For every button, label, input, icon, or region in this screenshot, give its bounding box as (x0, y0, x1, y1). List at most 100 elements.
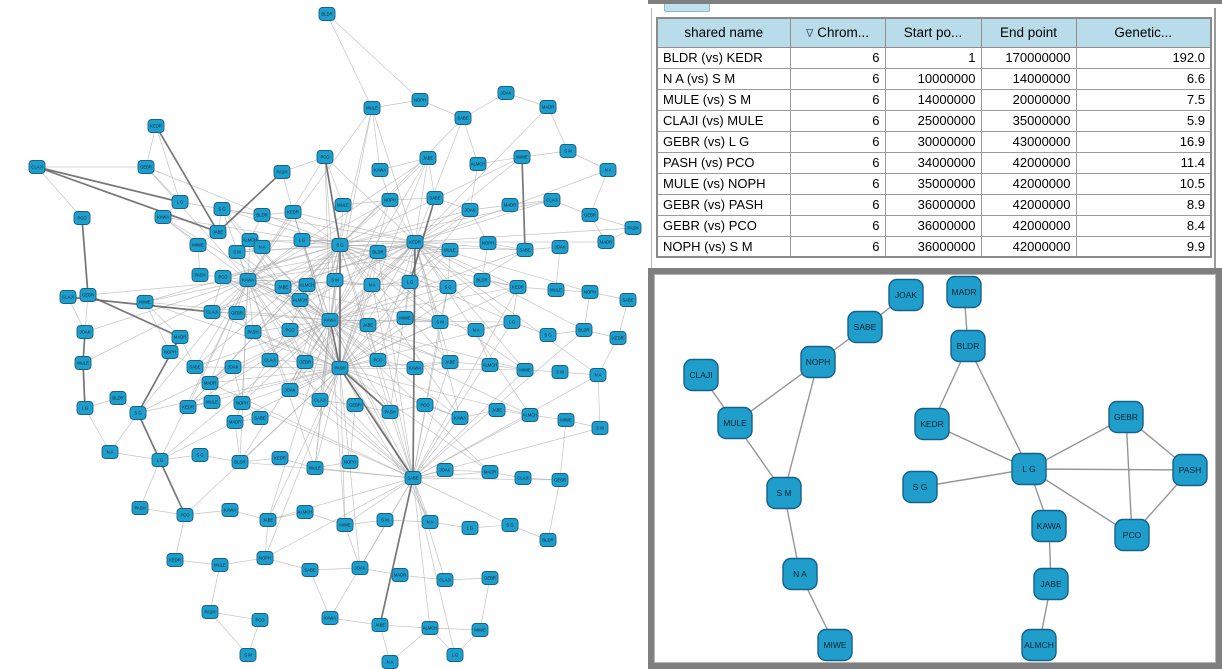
network-node[interactable]: MIWE (557, 413, 575, 427)
network-node[interactable]: KEDR (271, 451, 289, 465)
cell-value[interactable]: 20000000 (980, 88, 1077, 111)
cell-value[interactable]: 43000000 (980, 130, 1077, 153)
cell-shared-name[interactable]: BLDR (vs) KEDR (656, 46, 791, 69)
cell-value[interactable]: 10000000 (884, 67, 982, 90)
network-node[interactable]: S M (766, 476, 802, 510)
network-node[interactable]: N A (599, 163, 617, 177)
network-node[interactable]: PASH (331, 361, 349, 375)
column-header-1[interactable]: ∇ Chrom... (789, 17, 886, 48)
network-node[interactable]: MADR (597, 235, 615, 249)
network-node[interactable]: KEDR (284, 205, 302, 219)
cell-value[interactable]: 9.9 (1075, 235, 1212, 258)
column-header-0[interactable]: shared name (656, 17, 791, 48)
network-node[interactable]: GEBR (581, 208, 599, 222)
cell-value[interactable]: 42000000 (980, 193, 1077, 216)
table-row[interactable]: CLAJI (vs) MULE 6 25000000 35000000 5.9 (656, 109, 1212, 132)
network-node[interactable]: KEDR (609, 331, 627, 345)
cell-shared-name[interactable]: MULE (vs) S M (656, 88, 791, 111)
network-node[interactable]: GEBR (1108, 400, 1144, 434)
network-edge[interactable] (967, 345, 1030, 470)
network-node[interactable]: PCO (281, 323, 299, 337)
network-node[interactable]: BLDR (109, 391, 127, 405)
network-node[interactable]: KEDR (509, 280, 527, 294)
network-node[interactable]: ALMCH (1021, 628, 1057, 662)
network-node[interactable]: PASH (1172, 453, 1208, 487)
cell-value[interactable]: 6 (789, 214, 886, 237)
network-node[interactable]: MADR (391, 568, 409, 582)
cell-value[interactable]: 6 (789, 46, 886, 69)
network-node[interactable]: NOPH (341, 455, 359, 469)
network-node[interactable]: KAWA (239, 273, 257, 287)
subnetwork-canvas[interactable]: JOAK MADR SABE BLDR NOPH CLAJI MULE KEDR GEBR L G… (655, 275, 1216, 663)
network-node[interactable]: BLDR (253, 208, 271, 222)
network-node[interactable]: MULE (717, 406, 753, 440)
cell-value[interactable]: 5.9 (1075, 109, 1212, 132)
network-node[interactable]: L G (171, 195, 189, 209)
cell-value[interactable]: 1 (884, 46, 982, 69)
network-node[interactable]: CLAJI (59, 290, 77, 304)
network-node[interactable]: L G (503, 315, 521, 329)
network-node[interactable]: L G (401, 275, 419, 289)
network-node[interactable]: CLAJI (683, 358, 719, 392)
network-node[interactable]: KEDR (914, 407, 950, 441)
cell-value[interactable]: 6 (789, 130, 886, 153)
network-node[interactable]: ALMCH (291, 293, 309, 307)
cell-value[interactable]: 6 (789, 67, 886, 90)
network-node[interactable]: PASH (201, 605, 219, 619)
network-node[interactable]: MULE (334, 198, 352, 212)
network-node[interactable]: PCO (316, 150, 334, 164)
network-node[interactable]: NOPH (411, 93, 429, 107)
network-node[interactable]: ALMCH (421, 621, 439, 635)
cell-value[interactable]: 34000000 (884, 151, 982, 174)
network-node[interactable]: L G (446, 648, 464, 662)
network-node[interactable]: JABE (209, 225, 227, 239)
network-node[interactable]: BLDR (950, 329, 986, 363)
table-row[interactable]: GEBR (vs) PASH 6 36000000 42000000 8.9 (656, 193, 1212, 216)
network-node[interactable]: JABE (1033, 567, 1069, 601)
cell-value[interactable]: 36000000 (884, 214, 982, 237)
network-node[interactable]: S M (591, 421, 609, 435)
network-node[interactable]: L G (461, 521, 479, 535)
network-node[interactable]: N A (421, 515, 439, 529)
cell-shared-name[interactable]: GEBR (vs) PCO (656, 214, 791, 237)
table-row[interactable]: BLDR (vs) KEDR 6 1 170000000 192.0 (656, 46, 1212, 69)
network-node[interactable]: NOPH (161, 345, 179, 359)
network-node[interactable]: BLDR (539, 533, 557, 547)
network-node[interactable]: JABE (259, 513, 277, 527)
cell-shared-name[interactable]: N A (vs) S M (656, 67, 791, 90)
network-node[interactable]: KAWA (321, 313, 339, 327)
network-node[interactable]: S G (213, 202, 231, 216)
network-node[interactable]: PASH (624, 221, 642, 235)
cell-shared-name[interactable]: CLAJI (vs) MULE (656, 109, 791, 132)
network-node[interactable]: CLAJI (28, 160, 46, 174)
network-node[interactable]: GEBR (346, 398, 364, 412)
network-node[interactable]: S G (439, 280, 457, 294)
network-node[interactable]: MIWE (136, 295, 154, 309)
cell-value[interactable]: 14000000 (884, 88, 982, 111)
network-node[interactable]: MADR (171, 330, 189, 344)
network-node[interactable]: SABE (847, 310, 883, 344)
network-node[interactable]: N A (253, 240, 271, 254)
cell-value[interactable]: 35000000 (980, 109, 1077, 132)
network-node[interactable]: S G (902, 470, 938, 504)
network-node[interactable]: S G (191, 448, 209, 462)
network-node[interactable]: KAWA (371, 163, 389, 177)
network-node[interactable]: SABE (186, 360, 204, 374)
column-header-4[interactable]: Genetic... (1075, 17, 1212, 48)
network-node[interactable]: GEBR (481, 571, 499, 585)
network-node[interactable]: KAWA (321, 611, 339, 625)
network-node[interactable]: GEBR (228, 306, 246, 320)
cell-value[interactable]: 10.5 (1075, 172, 1212, 195)
cell-value[interactable]: 30000000 (884, 130, 982, 153)
network-node[interactable]: KAWA (1031, 509, 1067, 543)
network-node[interactable]: L G (151, 453, 169, 467)
cell-value[interactable]: 42000000 (980, 214, 1077, 237)
network-node[interactable]: PASH (131, 501, 149, 515)
column-header-3[interactable]: End point (980, 17, 1077, 48)
network-node[interactable]: MULE (74, 356, 92, 370)
network-node[interactable]: BLDR (473, 273, 491, 287)
network-node[interactable]: KAWA (221, 503, 239, 517)
network-node[interactable]: N A (101, 445, 119, 459)
network-node[interactable]: MULE (547, 283, 565, 297)
network-node[interactable]: NOPH (233, 396, 251, 410)
